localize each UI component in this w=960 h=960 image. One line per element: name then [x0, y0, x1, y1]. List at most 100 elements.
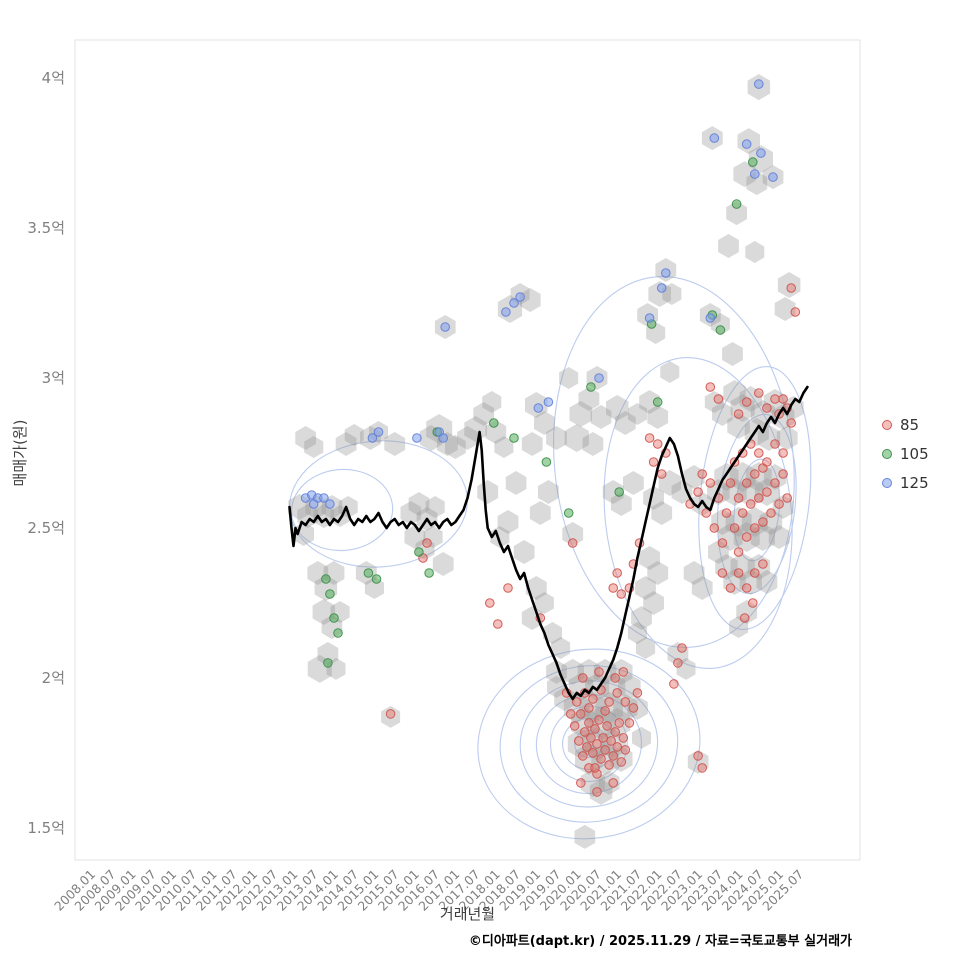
scatter-point [705, 382, 716, 392]
hexbin-cell [676, 657, 696, 680]
scatter-point [598, 733, 608, 743]
scatter-point [373, 427, 384, 437]
scatter-point [632, 688, 643, 698]
scatter-point [762, 403, 772, 413]
scatter-point [624, 718, 635, 728]
y-tick-label: 2.5억 [27, 519, 65, 537]
scatter-point [565, 709, 576, 719]
scatter-point [620, 697, 631, 707]
source-caption: ©디아파트(dapt.kr) / 2025.11.29 / 자료=국토교통부 실… [468, 934, 852, 949]
hexbin-cell [580, 768, 606, 797]
scatter-point [754, 388, 764, 398]
scatter-point [440, 322, 451, 332]
scatter-point [610, 673, 621, 683]
contour-ring [553, 276, 795, 648]
scatter-point [363, 568, 374, 578]
scatter-point [770, 439, 780, 449]
hexbin-cell [408, 492, 430, 516]
scatter-point [578, 751, 588, 761]
scatter-point [592, 787, 602, 797]
hexbin-cell [574, 824, 596, 849]
hexbin-cell [730, 553, 755, 581]
y-axis-labels: 1.5억 2억 2.5억 3억 3.5억 4억 [27, 69, 65, 837]
legend-dot-icon [882, 478, 892, 488]
contour-ring [549, 705, 628, 782]
scatter-point [414, 547, 424, 557]
scatter-point [574, 736, 584, 746]
hexbin-cell [736, 600, 758, 624]
hexbin-cell [582, 432, 604, 456]
hexbin-cell [497, 510, 519, 534]
scatter-point [750, 523, 760, 533]
scatter-point [618, 667, 629, 677]
scatter-point [748, 598, 758, 608]
scatter-point [323, 658, 333, 668]
scatter-point [533, 403, 544, 413]
hexbin-cell [562, 522, 584, 546]
scatter-point [669, 679, 679, 689]
series-85 [385, 283, 801, 797]
scatter-point [608, 583, 619, 593]
hexbin-cell [400, 501, 422, 525]
scatter-point [762, 487, 772, 497]
hexbin-cell [671, 480, 693, 504]
hexbin-cell [577, 658, 601, 685]
scatter-point [590, 763, 600, 773]
hexbin-cell [691, 576, 713, 600]
scatter-point [584, 718, 594, 728]
scatter-point [515, 292, 525, 302]
scatter-point [582, 742, 592, 752]
hexbin-cell [432, 552, 454, 576]
hexbin-cell [381, 705, 401, 728]
scatter-point [509, 298, 519, 308]
scatter-point [693, 487, 703, 497]
trend-line [288, 385, 809, 701]
scatter-point [325, 589, 335, 599]
scatter-point [608, 778, 619, 788]
scatter-point [628, 703, 639, 713]
hexbin-cell [745, 462, 772, 492]
scatter-point [656, 469, 667, 479]
hexbin-cell [521, 432, 543, 456]
legend-dot-icon [882, 449, 892, 459]
scatter-point [594, 373, 604, 383]
hexbin-cell [542, 622, 562, 644]
y-tick-label: 2억 [42, 669, 65, 687]
hexbin-cell [647, 561, 669, 585]
contour-ring [603, 356, 793, 670]
scatter-point [616, 589, 627, 599]
hexbin-cell [534, 411, 555, 435]
hexbin-cell [768, 525, 790, 549]
y-tick-label: 1.5억 [27, 819, 65, 837]
scatter-point [604, 697, 614, 707]
hexbin-cell [739, 569, 762, 595]
hexbin-cell [718, 523, 743, 551]
scatter-point [729, 523, 740, 533]
y-tick-label: 3.5억 [27, 219, 65, 237]
hexbin-cell [774, 297, 796, 321]
scatter-point [733, 547, 744, 557]
hexbin-cell [723, 569, 746, 595]
scatter-point [567, 538, 578, 548]
scatter-point [572, 697, 582, 707]
hexbin-cell [727, 413, 750, 439]
contour-ring [477, 648, 701, 840]
hexbin-cell [776, 426, 798, 450]
scatter-point [541, 457, 552, 467]
scatter-point [661, 268, 671, 278]
hexbin-cell [708, 540, 729, 564]
scatter-point [697, 469, 708, 479]
hexbin-cell [513, 540, 535, 564]
hexbin-cell [651, 501, 673, 525]
scatter-point [329, 613, 339, 623]
hexbin-cell [610, 492, 632, 516]
series-125 [300, 79, 778, 509]
hexbin-cell [569, 401, 593, 427]
hexbin-cell [623, 471, 644, 495]
y-tick-label: 4억 [42, 69, 65, 87]
scatter-point [739, 613, 750, 623]
hexbin-cell [639, 390, 660, 414]
scatter-point [731, 199, 742, 209]
hexbin-cell [582, 726, 612, 761]
hexbin-cell [538, 480, 559, 504]
